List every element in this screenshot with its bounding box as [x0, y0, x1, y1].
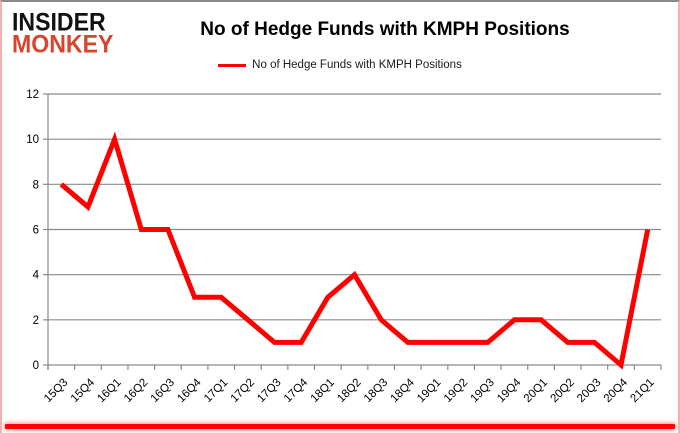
y-tick-label: 12: [26, 89, 39, 101]
x-tick-label: 20Q1: [522, 377, 550, 405]
x-tick-label: 18Q1: [309, 377, 337, 405]
x-tick-label: 16Q2: [122, 377, 150, 405]
x-tick-label: 20Q4: [602, 376, 631, 405]
legend-label: No of Hedge Funds with KMPH Positions: [252, 59, 462, 71]
x-tick-label: 21Q1: [628, 377, 656, 405]
x-tick-label: 18Q2: [335, 377, 363, 405]
bottom-accent-bar: [5, 424, 675, 429]
x-tick-label: 16Q4: [175, 376, 204, 405]
chart-title: No of Hedge Funds with KMPH Positions: [200, 19, 570, 40]
x-tick-label: 15Q3: [42, 377, 70, 405]
y-tick-label: 10: [26, 134, 39, 146]
x-tick-label: 17Q2: [229, 377, 257, 405]
logo-text-insider: INSIDER: [12, 7, 106, 37]
x-tick-label: 19Q2: [442, 377, 470, 405]
x-tick-label: 19Q3: [468, 377, 496, 405]
y-tick-label: 6: [33, 225, 39, 237]
legend-line-swatch: [218, 63, 247, 67]
series-line: [59, 131, 651, 370]
x-tick-label: 16Q1: [95, 377, 123, 405]
x-tick-label: 17Q1: [202, 377, 230, 405]
y-tick-label: 2: [33, 315, 39, 327]
x-tick-label: 17Q3: [255, 377, 283, 405]
x-tick-label: 20Q2: [548, 377, 576, 405]
y-tick-label: 8: [33, 179, 39, 191]
insider-monkey-logo: INSIDER MONKEY: [12, 9, 113, 56]
x-tick-label: 18Q3: [362, 377, 390, 405]
x-tick-label: 17Q4: [282, 376, 311, 405]
y-tick-label: 4: [33, 270, 40, 282]
x-tick-label: 18Q4: [389, 376, 418, 405]
y-tick-label: 0: [33, 360, 39, 372]
logo-text-monkey: MONKEY: [12, 29, 114, 59]
legend: No of Hedge Funds with KMPH Positions: [2, 59, 678, 71]
x-tick-label: 19Q1: [415, 377, 443, 405]
x-tick-label: 16Q3: [149, 377, 177, 405]
x-tick-label: 15Q4: [69, 376, 98, 405]
x-tick-label: 20Q3: [575, 377, 603, 405]
x-tick-label: 19Q4: [495, 376, 524, 405]
